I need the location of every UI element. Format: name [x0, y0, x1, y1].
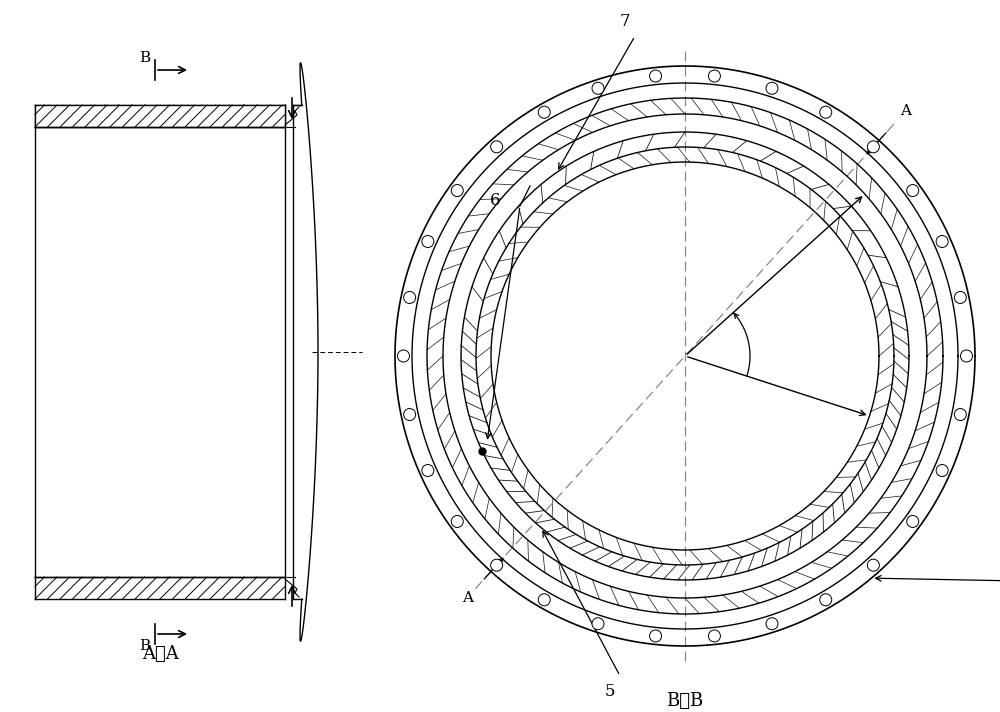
Circle shape — [650, 630, 662, 642]
Circle shape — [954, 409, 966, 421]
Circle shape — [766, 83, 778, 94]
Text: B－B: B－B — [666, 692, 704, 710]
Text: A: A — [462, 590, 473, 604]
Text: B: B — [139, 51, 150, 65]
Circle shape — [708, 70, 720, 82]
Circle shape — [960, 350, 972, 362]
Text: B: B — [139, 639, 150, 653]
Circle shape — [451, 184, 463, 197]
Circle shape — [404, 291, 416, 303]
Text: A－A: A－A — [142, 645, 178, 663]
Circle shape — [538, 106, 550, 118]
Circle shape — [907, 515, 919, 528]
Circle shape — [820, 594, 832, 606]
Circle shape — [907, 184, 919, 197]
Circle shape — [936, 464, 948, 476]
Text: 7: 7 — [620, 13, 630, 29]
Circle shape — [491, 141, 503, 153]
Circle shape — [592, 618, 604, 629]
Circle shape — [708, 630, 720, 642]
Circle shape — [820, 106, 832, 118]
Circle shape — [422, 464, 434, 476]
Circle shape — [766, 618, 778, 629]
Circle shape — [538, 594, 550, 606]
Text: 6: 6 — [490, 192, 500, 209]
Circle shape — [954, 291, 966, 303]
Text: 5: 5 — [605, 683, 615, 699]
Circle shape — [592, 83, 604, 94]
Text: A: A — [900, 104, 911, 117]
Circle shape — [398, 350, 410, 362]
Circle shape — [867, 141, 879, 153]
Circle shape — [867, 559, 879, 571]
Circle shape — [491, 559, 503, 571]
Circle shape — [936, 236, 948, 248]
Circle shape — [650, 70, 662, 82]
Circle shape — [404, 409, 416, 421]
Circle shape — [451, 515, 463, 528]
Circle shape — [422, 236, 434, 248]
